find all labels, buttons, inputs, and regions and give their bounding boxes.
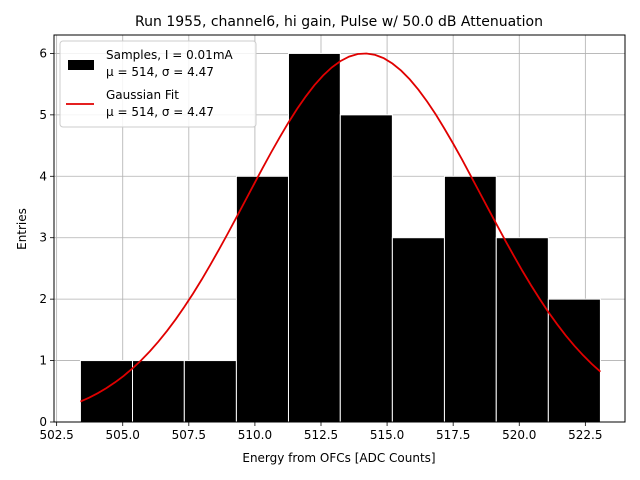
y-axis-ticks: 0 1 2 3 4 5 6 [39,46,54,429]
x-axis-ticks: 502.5 505.0 507.5 510.0 512.5 515.0 517.5 520.0… [39,422,603,442]
histogram-bar [547,298,601,423]
histogram-bar [183,360,237,423]
legend-fit-label: Gaussian Fit [106,88,179,102]
histogram-bars [79,52,601,423]
y-tick-label: 4 [39,169,47,183]
y-tick-label: 0 [39,415,47,429]
legend-box [59,40,257,128]
legend-samples-swatch [68,60,94,70]
y-tick-label: 5 [39,108,47,122]
histogram-bar [235,175,289,423]
x-tick-label: 510.0 [238,428,272,442]
legend: Samples, I = 0.01mA μ = 514, σ = 4.47 Ga… [59,40,257,128]
histogram-bar [339,114,393,423]
y-tick-label: 3 [39,231,47,245]
histogram-bar [443,175,497,423]
gaussian-fit-line [80,52,602,403]
y-tick-label: 6 [39,46,47,60]
x-tick-label: 515.0 [370,428,404,442]
y-tick-label: 2 [39,292,47,306]
x-axis-label: Energy from OFCs [ADC Counts] [242,451,435,465]
histogram-bar [495,237,549,423]
histogram-bar [79,360,134,423]
x-tick-label: 520.0 [502,428,536,442]
x-tick-label: 512.5 [304,428,338,442]
y-axis-label: Entries [15,208,29,250]
histogram-bar [132,360,185,423]
legend-fit-stats: μ = 514, σ = 4.47 [106,105,214,119]
x-tick-label: 505.0 [106,428,140,442]
plot-frame [53,34,626,423]
histogram-bar [287,52,341,423]
x-tick-label: 507.5 [172,428,206,442]
x-tick-label: 522.5 [568,428,602,442]
chart-title: Run 1955, channel6, hi gain, Pulse w/ 50… [135,14,543,30]
legend-samples-stats: μ = 514, σ = 4.47 [106,65,214,79]
legend-samples-label: Samples, I = 0.01mA [106,48,234,62]
x-tick-label: 502.5 [39,428,73,442]
y-tick-label: 1 [39,354,47,368]
histogram-bar [391,237,445,423]
x-tick-label: 517.5 [436,428,470,442]
gaussian-fit-layer [80,52,602,403]
